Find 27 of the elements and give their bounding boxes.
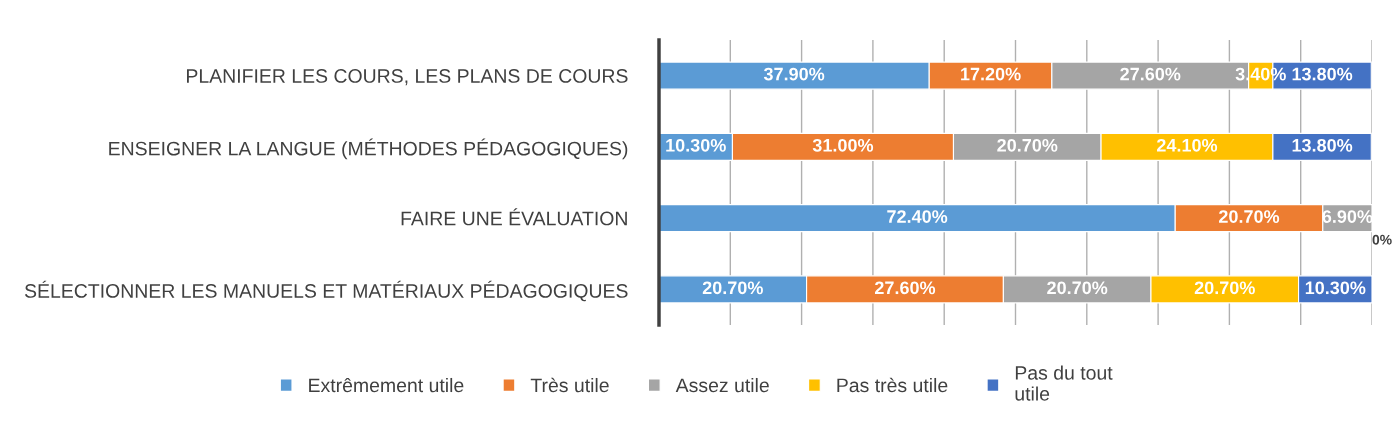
- data-label: 17.20%: [961, 67, 1021, 81]
- legend-label: Pas du tout utile: [1015, 365, 1113, 401]
- data-label: 20.70%: [1047, 281, 1108, 295]
- data-label: 20.70%: [1194, 281, 1255, 295]
- data-label: 0%: [1372, 234, 1392, 245]
- data-label: 10.30%: [666, 138, 726, 152]
- legend-label: Extrêmement utile: [309, 377, 464, 393]
- legend-label: Pas très utile: [837, 377, 948, 393]
- legend-label: Assez utile: [675, 377, 769, 393]
- data-label: 10.30%: [1305, 281, 1366, 295]
- legend-label: Très utile: [530, 377, 609, 393]
- data-label: 27.60%: [1120, 67, 1181, 81]
- y-tick-label: PLANIFIER LES COURS, LES PLANS DE COURS: [187, 69, 628, 86]
- data-label: 31.00%: [812, 138, 874, 152]
- data-label: 20.70%: [702, 281, 763, 295]
- y-tick-label: ENSEIGNER LA LANGUE (MÉTHODES PÉDAGOGIQUES): [109, 138, 628, 160]
- data-label: 13.80%: [1292, 67, 1353, 81]
- data-label: 20.70%: [1219, 210, 1280, 223]
- data-label: 24.10%: [1156, 138, 1218, 152]
- data-label: 27.60%: [874, 281, 936, 295]
- y-tick-label: SÉLECTIONNER LES MANUELS ET MATÉRIAUX PÉDAGOGIQUES: [24, 280, 628, 302]
- data-label: 72.40%: [887, 210, 948, 223]
- y-tick-label: FAIRE UNE ÉVALUATION: [401, 208, 627, 226]
- data-label: 3.40%: [1235, 67, 1286, 81]
- data-label: 20.70%: [997, 138, 1058, 152]
- data-label: 37.90%: [763, 67, 825, 81]
- data-label: 13.80%: [1292, 138, 1353, 152]
